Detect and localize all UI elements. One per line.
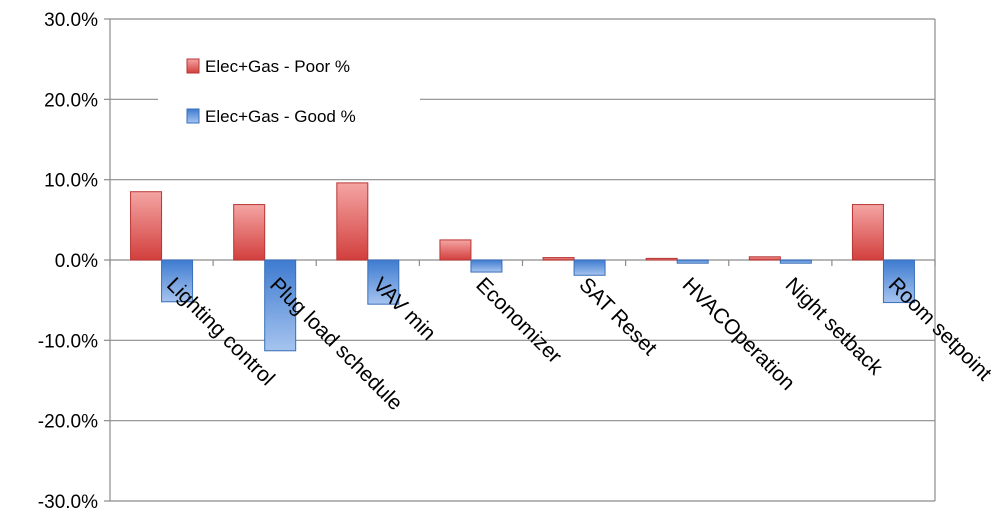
bar-good bbox=[779, 259, 812, 264]
bar-good bbox=[676, 259, 709, 264]
y-axis: 30.0% 20.0% 10.0% 0.0% -10.0% -20.0% -30.0% bbox=[38, 10, 110, 512]
y-tick-label: 20.0% bbox=[44, 90, 98, 111]
y-tick-label: 30.0% bbox=[44, 10, 98, 31]
legend-label: Elec+Gas - Good % bbox=[205, 107, 356, 126]
bars bbox=[130, 182, 915, 352]
x-tick-label: SAT Reset bbox=[575, 273, 662, 360]
bar-poor bbox=[336, 182, 369, 261]
bar-good bbox=[367, 259, 400, 305]
legend-box bbox=[158, 45, 420, 149]
bar-poor bbox=[851, 204, 884, 261]
legend-swatch-poor bbox=[186, 58, 200, 74]
y-tick-label: 0.0% bbox=[55, 251, 98, 272]
bar-poor bbox=[439, 239, 472, 261]
x-tick-label: VAV min bbox=[368, 273, 440, 345]
bar-poor bbox=[233, 204, 266, 261]
y-tick-label: -10.0% bbox=[38, 331, 98, 352]
bar-poor bbox=[645, 257, 678, 261]
bar-poor bbox=[542, 257, 575, 261]
legend-swatch-good bbox=[186, 108, 200, 124]
bar-good bbox=[264, 259, 297, 352]
bar-poor bbox=[130, 191, 163, 261]
bar-good bbox=[882, 259, 915, 304]
x-tick-label: Room setpoint bbox=[884, 273, 995, 385]
legend: Elec+Gas - Poor % Elec+Gas - Good % bbox=[158, 45, 420, 149]
bar-good bbox=[470, 259, 503, 273]
legend-label: Elec+Gas - Poor % bbox=[205, 57, 350, 76]
x-tick-label: Lighting control bbox=[162, 273, 279, 390]
bar-good bbox=[161, 259, 194, 303]
x-tick-label: HVACOperation bbox=[678, 273, 800, 395]
bar-poor bbox=[748, 256, 781, 261]
x-tick-label: Night setback bbox=[781, 273, 888, 380]
x-tick-label: Economizer bbox=[471, 273, 566, 368]
y-tick-label: -20.0% bbox=[38, 412, 98, 433]
y-tick-label: 10.0% bbox=[44, 171, 98, 192]
bar-good bbox=[573, 259, 606, 276]
y-tick-label: -30.0% bbox=[38, 492, 98, 512]
